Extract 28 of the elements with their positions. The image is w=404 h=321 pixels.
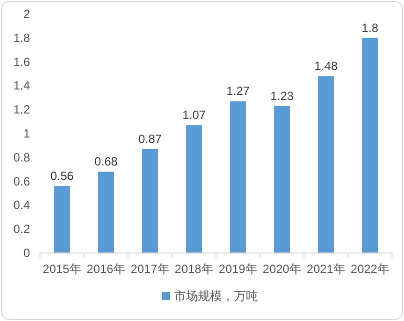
data-label: 0.56 [50,169,74,184]
y-tick-label: 2 [23,7,30,21]
x-tick-label: 2022年 [350,262,390,276]
y-tick-label: 0.2 [13,222,30,236]
legend: 市场规模，万吨 [162,289,258,303]
data-label: 0.68 [94,154,118,169]
y-tick-label: 1.2 [13,102,30,117]
data-label: 0.87 [138,132,162,146]
x-tick-label: 2015年 [42,262,82,276]
data-label: 1.8 [362,20,379,35]
y-tick-label: 0 [23,246,30,260]
y-tick-label: 1 [23,126,30,140]
data-label: 1.27 [226,84,250,98]
y-tick-label: 1.8 [13,30,30,45]
data-label: 1.23 [270,89,294,104]
data-label: 1.48 [314,59,338,74]
y-tick-label: 0.8 [13,150,30,164]
y-tick-label: 0.4 [13,198,30,212]
data-label: 1.07 [182,108,206,122]
x-tick-label: 2020年 [262,262,302,276]
x-tick-label: 2016年 [86,262,126,276]
x-tick-label: 2019年 [218,262,258,276]
x-tick-label: 2021年 [306,262,346,276]
x-tick-label: 2018年 [174,262,214,276]
y-tick-label: 1.4 [13,78,30,93]
y-tick-label: 0.6 [13,174,30,188]
x-tick-label: 2017年 [130,262,170,276]
y-tick-label: 1.6 [13,54,30,69]
